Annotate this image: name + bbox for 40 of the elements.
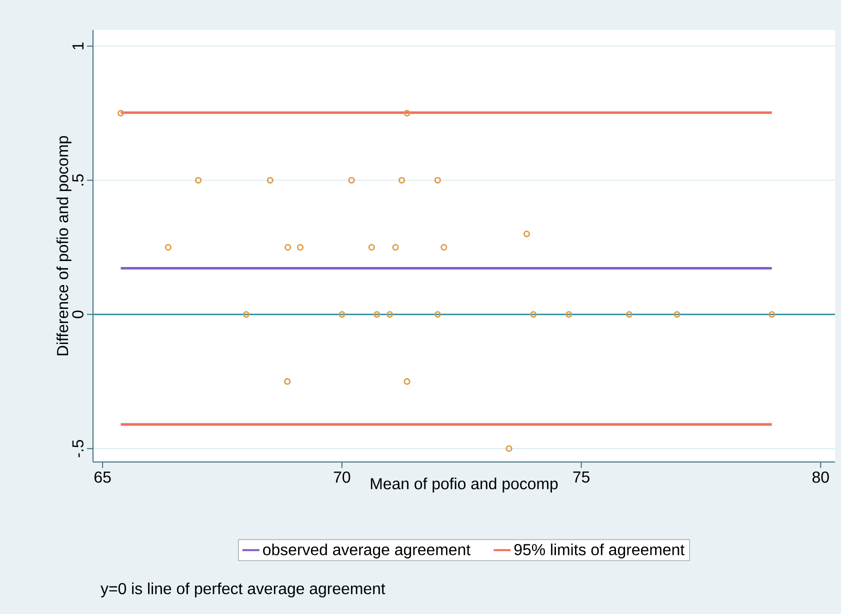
point: [626, 311, 632, 318]
point: [566, 311, 572, 318]
point: [404, 110, 410, 116]
point: [440, 244, 448, 251]
point: [374, 311, 380, 318]
point: [284, 244, 292, 251]
x-tick-label: 80: [812, 472, 829, 483]
text: y=0 is line of perfect average agreement: [100, 582, 386, 598]
point: [523, 230, 530, 238]
y-tick-label: .5: [72, 174, 84, 186]
point: [242, 311, 250, 318]
y-tick-label: 0: [72, 310, 84, 318]
legend-label: 95% limits of agreement: [514, 544, 684, 558]
point: [398, 176, 406, 184]
point: [195, 176, 202, 184]
x-tick-label: 75: [573, 472, 590, 483]
point: [296, 244, 304, 251]
point: [266, 176, 274, 184]
x-axis-title: Mean of pofio and pocomp: [370, 478, 558, 492]
y-axis-title: Difference of pofio and pocomp: [56, 136, 72, 356]
x-tick-label: 70: [334, 472, 350, 483]
point: [530, 311, 537, 318]
legend-label: observed average agreement: [263, 544, 470, 558]
point: [506, 445, 512, 452]
point: [164, 244, 172, 251]
point: [284, 378, 291, 385]
point: [392, 244, 399, 251]
point: [117, 110, 124, 116]
point: [434, 176, 441, 184]
point: [434, 311, 441, 318]
point: [674, 311, 680, 318]
point: [338, 311, 346, 318]
y-tick-label: -.5: [72, 440, 84, 458]
point: [386, 311, 394, 318]
point: [404, 378, 410, 385]
point: [768, 311, 776, 318]
point: [348, 176, 355, 184]
y-tick-label: 1: [72, 42, 84, 50]
point: [368, 244, 375, 251]
x-tick-label: 65: [94, 472, 111, 483]
